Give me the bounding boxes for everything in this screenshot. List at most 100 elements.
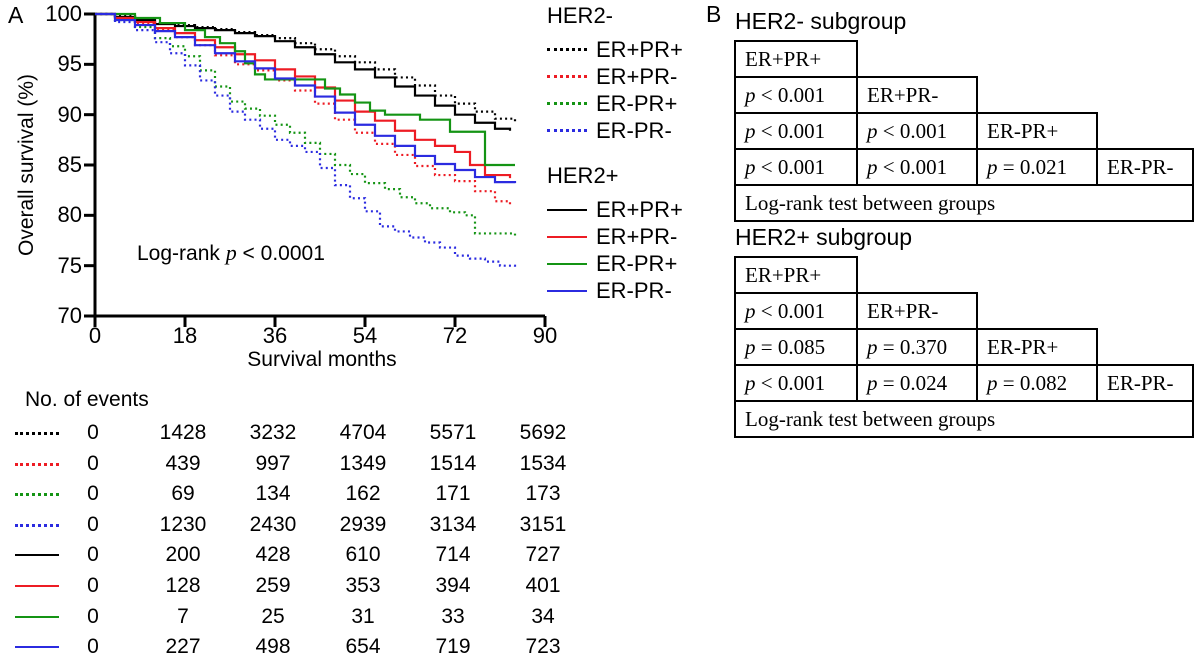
- panel-b-label: B: [706, 1, 722, 27]
- events-value: 719: [435, 635, 471, 659]
- her2neg-table-title: HER2- subgroup: [735, 8, 907, 34]
- events-value: 0: [87, 574, 99, 597]
- legend-item: ER-PR+: [547, 90, 717, 117]
- events-value: 654: [345, 635, 381, 659]
- events-value: 128: [165, 574, 201, 597]
- group-label-cell: ER-PR-: [1096, 364, 1194, 402]
- events-value: 1534: [519, 451, 567, 475]
- p-symbol: p: [745, 298, 756, 323]
- events-value: 3151: [519, 512, 567, 536]
- p-symbol: p: [745, 370, 756, 395]
- table-footer-cell: Log-rank test between groups: [734, 400, 1194, 438]
- p-value-cell: p = 0.370: [856, 328, 978, 366]
- p-symbol: p: [745, 118, 756, 143]
- empty-cell: [857, 257, 977, 293]
- group-label-cell: ER+PR+: [734, 256, 858, 294]
- events-value: 0: [87, 451, 99, 475]
- x-tick-label: 72: [442, 323, 468, 348]
- x-axis-title: Survival months: [247, 348, 397, 371]
- empty-cell: [977, 41, 1097, 77]
- survival-plot: [84, 12, 547, 327]
- events-value: 997: [255, 451, 291, 475]
- logrank-annotation: Log-rank p < 0.0001: [137, 240, 325, 266]
- events-value: 723: [525, 635, 561, 659]
- km-curve-her2--er+pr-: [95, 12, 512, 207]
- annotation-p: p: [225, 240, 237, 265]
- y-tick-label: 75: [57, 252, 82, 278]
- p-value-cell: p = 0.082: [976, 364, 1098, 402]
- p-value-cell: p < 0.001: [734, 364, 858, 402]
- events-value: 1230: [159, 512, 207, 536]
- p-value-cell: p = 0.085: [734, 328, 858, 366]
- plot-legend: HER2- ER+PR+ ER+PR- ER-PR+ ER-PR- HER2+ ER+PR+…: [547, 4, 717, 304]
- group-label-cell: ER+PR-: [856, 76, 978, 114]
- empty-cell: [1097, 77, 1193, 113]
- empty-cell: [1097, 113, 1193, 149]
- annotation-post: < 0.0001: [236, 242, 325, 265]
- legend-item: ER+PR+: [547, 196, 717, 223]
- panel-a-label: A: [8, 2, 24, 28]
- legend-item-label: ER+PR+: [596, 36, 683, 62]
- events-value: 5571: [429, 421, 477, 444]
- p-value-cell: p = 0.024: [856, 364, 978, 402]
- series-swatch-solid: [15, 646, 59, 649]
- events-row: 0 128 259 353 394 401: [0, 572, 620, 600]
- events-value: 4704: [339, 421, 387, 444]
- empty-cell: [1097, 293, 1193, 329]
- events-value: 610: [345, 543, 381, 567]
- y-tick-label: 95: [57, 51, 82, 77]
- legend-group-title: HER2-: [547, 3, 614, 28]
- events-value: 33: [441, 604, 465, 628]
- events-value: 25: [261, 604, 285, 628]
- y-tick-label: 100: [45, 1, 82, 26]
- x-tick-label: 36: [262, 323, 288, 348]
- events-value: 3232: [249, 421, 297, 444]
- events-row: 0 1230 2430 2939 3134 3151: [0, 511, 620, 539]
- series-swatch-solid: [15, 554, 59, 557]
- group-label-cell: ER-PR-: [1096, 148, 1194, 186]
- legend-item-label: ER-PR-: [596, 117, 672, 143]
- table-footer-cell: Log-rank test between groups: [734, 184, 1194, 222]
- events-value: 3134: [429, 512, 477, 536]
- events-row: 0 439 997 1349 1514 1534: [0, 450, 620, 478]
- empty-cell: [1097, 257, 1193, 293]
- p-value-cell: p < 0.001: [856, 148, 978, 186]
- series-swatch-dotted: [15, 462, 59, 466]
- p-value-cell: p < 0.001: [734, 148, 858, 186]
- events-value: 162: [345, 482, 381, 506]
- p-value-cell: p < 0.001: [734, 112, 858, 150]
- p-symbol: p: [745, 82, 756, 107]
- series-swatch-dotted: [15, 523, 59, 527]
- events-value: 200: [165, 543, 201, 567]
- events-value: 0: [87, 512, 99, 536]
- legend-swatch-solid: [547, 235, 587, 238]
- p-value-cell: p = 0.021: [976, 148, 1098, 186]
- empty-cell: [857, 41, 977, 77]
- legend-item-label: ER+PR+: [596, 196, 683, 222]
- legend-swatch-solid: [547, 289, 587, 292]
- group-label-cell: ER+PR-: [856, 292, 978, 330]
- y-tick-label: 80: [57, 202, 82, 228]
- legend-item: ER-PR-: [547, 277, 717, 304]
- events-value: 1514: [429, 451, 477, 475]
- events-value: 259: [255, 574, 291, 597]
- events-row: 0 227 498 654 719 723: [0, 633, 620, 659]
- p-symbol: p: [867, 154, 878, 179]
- p-value-cell: p < 0.001: [856, 112, 978, 150]
- legend-item: ER+PR-: [547, 223, 717, 250]
- pvalue-table: ER+PR+ p < 0.001 ER+PR-p = 0.085 p = 0.370 E…: [734, 256, 1194, 438]
- events-value: 173: [525, 482, 561, 506]
- legend-item-label: ER+PR-: [596, 223, 678, 249]
- events-value: 0: [87, 543, 99, 567]
- events-row: 0 1428 3232 4704 5571 5692: [0, 419, 620, 447]
- events-value: 2939: [339, 512, 387, 536]
- events-value: 353: [345, 574, 381, 597]
- group-label-cell: ER-PR+: [976, 112, 1098, 150]
- series-swatch-solid: [15, 615, 59, 618]
- events-value: 34: [531, 604, 555, 628]
- group-label-cell: ER+PR+: [734, 40, 858, 78]
- series-swatch-solid: [15, 585, 59, 587]
- her2neg-pvalue-table: ER+PR+ p < 0.001 ER+PR-p < 0.001 p < 0.001 E…: [734, 40, 1194, 222]
- km-curve-her2+-er+pr-: [95, 12, 512, 179]
